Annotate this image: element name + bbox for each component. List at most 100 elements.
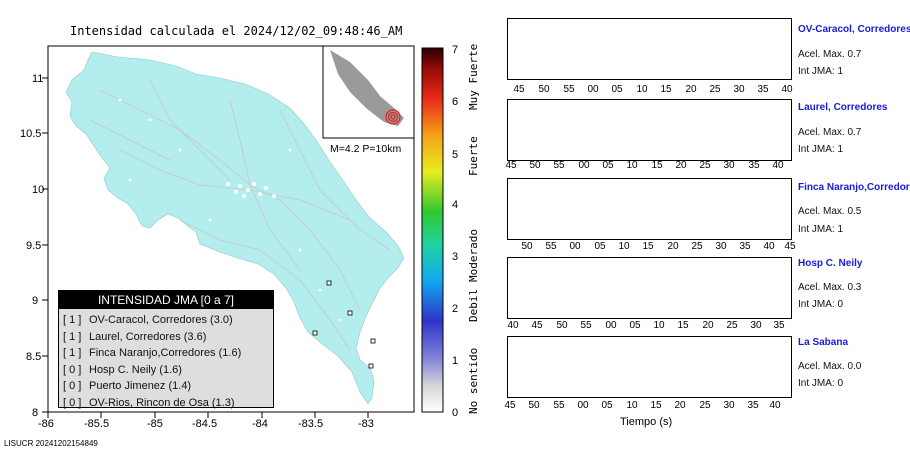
time-tick-label: 30 xyxy=(723,400,735,411)
legend-row-code: [ 1 ] xyxy=(63,314,82,326)
time-tick-label: 25 xyxy=(726,320,738,331)
waveform-panel xyxy=(507,257,792,319)
time-tick-label: 55 xyxy=(553,400,565,411)
waveform-time-axis: 45 50 55 00 05 10 15 20 25 30 35 40 xyxy=(504,400,790,412)
lon-tick-label: -85.5 xyxy=(84,418,109,430)
time-tick-label: 15 xyxy=(660,84,672,95)
time-tick-label: 40 xyxy=(769,400,781,411)
legend-row-station: OV-Rios, Rincon de Osa (1.3) xyxy=(89,396,235,409)
time-tick-label: 50 xyxy=(529,160,541,171)
time-tick-label: 40 xyxy=(781,84,793,95)
station-name: OV-Caracol, Corredores xyxy=(798,24,910,35)
time-tick-label: 30 xyxy=(723,160,735,171)
time-tick-label: 55 xyxy=(553,160,565,171)
max-acceleration: Acel. Max. 0.7 xyxy=(798,127,862,138)
sensor-id-label: LISUCR 20241202154849 xyxy=(4,439,98,448)
time-tick-label: 25 xyxy=(699,400,711,411)
time-tick-label: 10 xyxy=(636,84,648,95)
max-acceleration: Acel. Max. 0.7 xyxy=(798,49,862,60)
time-tick-label: 15 xyxy=(650,400,662,411)
legend-row-station: OV-Caracol, Corredores (3.0) xyxy=(89,314,233,326)
waveform-time-axis: 45 50 55 00 05 10 15 20 25 30 35 40 xyxy=(507,84,793,96)
time-tick-label: 20 xyxy=(675,160,687,171)
time-tick-label: 35 xyxy=(773,320,785,331)
lat-tick-label: 10.5 xyxy=(20,128,41,140)
legend-title: INTENSIDAD JMA [0 a 7] xyxy=(59,291,273,309)
jma-intensity: Int JMA: 0 xyxy=(798,299,844,310)
time-tick-label: 15 xyxy=(677,320,689,331)
colorbar-category: Moderado xyxy=(467,229,480,282)
time-tick-label: 50 xyxy=(521,241,533,252)
time-tick-label: 10 xyxy=(653,320,665,331)
time-tick-label: 50 xyxy=(556,320,568,331)
legend-row-code: [ 1 ] xyxy=(63,347,82,359)
station-name: La Sabana xyxy=(798,337,849,348)
time-tick-label: 25 xyxy=(691,241,703,252)
max-acceleration: Acel. Max. 0.5 xyxy=(798,206,862,217)
time-tick-label: 05 xyxy=(602,160,614,171)
station-name: Finca Naranjo,Corredores xyxy=(798,182,910,193)
legend-row: [ 1 ] Finca Naranjo,Corredores (1.6) xyxy=(63,345,273,362)
lat-tick-label: 10 xyxy=(32,184,44,196)
station-name: Hosp C. Neily xyxy=(798,258,863,269)
town-markers xyxy=(118,98,342,322)
lat-tick-label: 9 xyxy=(32,295,38,307)
legend-row-station: Puerto Jimenez (1.4) xyxy=(89,380,192,392)
lon-tick-label: -84 xyxy=(252,418,268,430)
colorbar-category: Debil xyxy=(467,289,480,322)
time-tick-label: 30 xyxy=(750,320,762,331)
time-tick-label: 05 xyxy=(611,84,623,95)
legend-row: [ 1 ] OV-Caracol, Corredores (3.0) xyxy=(63,312,273,329)
time-tick-label: 10 xyxy=(626,400,638,411)
waveform-panel xyxy=(507,336,792,398)
colorbar-tick: 7 xyxy=(452,44,458,56)
lon-tick-label: -83 xyxy=(358,418,374,430)
time-tick-label: 45 xyxy=(505,160,517,171)
time-tick-label: 40 xyxy=(772,160,784,171)
time-tick-label: 10 xyxy=(626,160,638,171)
colorbar-category: No sentido xyxy=(467,348,480,414)
time-tick-label: 00 xyxy=(578,160,590,171)
legend-row-code: [ 0 ] xyxy=(63,363,82,376)
colorbar-category: Fuerte xyxy=(467,136,480,176)
time-tick-label: 40 xyxy=(507,320,519,331)
map-axis-ticks xyxy=(42,77,369,418)
colorbar-tick: 3 xyxy=(452,251,458,263)
time-tick-label: 50 xyxy=(528,400,540,411)
time-tick-label: 35 xyxy=(747,400,759,411)
waveform-panel xyxy=(507,178,792,240)
time-tick-label: 35 xyxy=(757,84,769,95)
waveform-panel xyxy=(507,99,792,161)
lon-tick-label: -84.5 xyxy=(192,418,217,430)
station-markers xyxy=(312,280,376,369)
jma-intensity: Int JMA: 1 xyxy=(798,224,844,235)
colorbar-tick: 6 xyxy=(452,96,458,108)
colorbar-category: Muy Fuerte xyxy=(467,44,480,110)
time-tick-label: 05 xyxy=(601,400,613,411)
time-tick-label: 25 xyxy=(709,84,721,95)
inset-landmass xyxy=(330,50,404,126)
time-tick-label: 05 xyxy=(594,241,606,252)
jma-intensity: Int JMA: 1 xyxy=(798,66,844,77)
time-tick-label: 00 xyxy=(587,84,599,95)
waveform-time-axis: 40 45 50 55 00 05 10 15 20 25 30 35 xyxy=(507,320,790,332)
legend-row: [ 1 ] Laurel, Corredores (3.6) xyxy=(63,329,273,346)
waveform-time-axis: 45 50 55 00 05 10 15 20 25 30 35 40 xyxy=(505,160,790,172)
epicenter-icon xyxy=(385,109,401,125)
legend-row-code: [ 0 ] xyxy=(63,380,82,392)
legend-row-code: [ 0 ] xyxy=(63,396,82,409)
legend-row-station: Hosp C. Neily (1.6) xyxy=(89,363,182,376)
legend-row-code: [ 1 ] xyxy=(63,330,82,343)
time-tick-label: 55 xyxy=(545,241,557,252)
legend-row: [ 0 ] OV-Rios, Rincon de Osa (1.3) xyxy=(63,395,273,412)
lon-tick-label: -86 xyxy=(38,418,54,430)
time-tick-label: 30 xyxy=(715,241,727,252)
max-acceleration: Acel. Max. 0.0 xyxy=(798,361,862,372)
time-tick-label: 15 xyxy=(651,160,663,171)
legend-row-station: Laurel, Corredores (3.6) xyxy=(89,330,207,343)
time-tick-label: 55 xyxy=(563,84,575,95)
jma-intensity: Int JMA: 0 xyxy=(798,378,844,389)
time-tick-label: 10 xyxy=(618,241,630,252)
time-tick-label: 35 xyxy=(739,241,751,252)
max-acceleration: Acel. Max. 0.3 xyxy=(798,282,862,293)
